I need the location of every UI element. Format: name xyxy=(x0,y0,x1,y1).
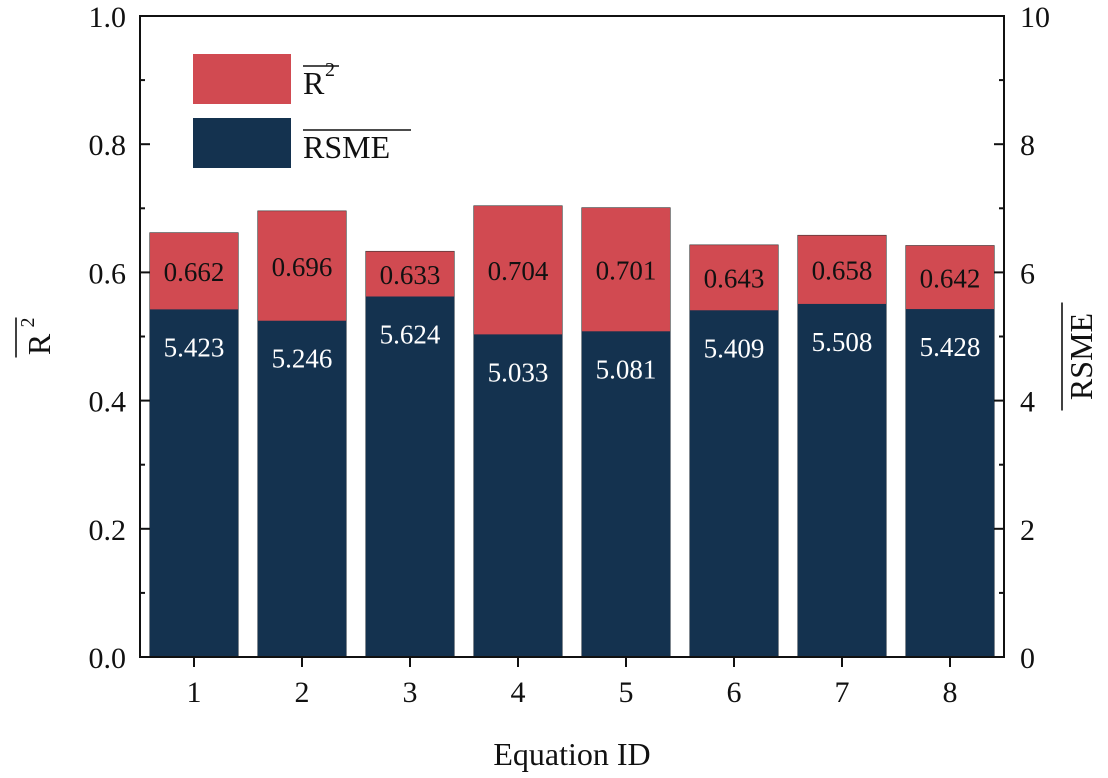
bar-label-rsme-7: 5.508 xyxy=(812,327,873,357)
legend: R 2 RSME xyxy=(193,54,411,168)
bar-rsme-6 xyxy=(689,310,779,657)
bar-label-r2-6: 0.643 xyxy=(704,264,765,294)
legend-swatch-rsme xyxy=(193,118,291,168)
x-tick-label: 7 xyxy=(835,676,850,709)
right-tick-label: 0 xyxy=(1020,642,1035,675)
legend-label-r2: R xyxy=(303,65,325,101)
left-tick-label: 0.4 xyxy=(89,386,127,419)
bar-label-r2-1: 0.662 xyxy=(164,257,225,287)
left-axis-title-superscript: 2 xyxy=(17,318,39,328)
bar-label-rsme-8: 5.428 xyxy=(920,332,981,362)
bar-rsme-3 xyxy=(365,296,455,657)
left-tick-label: 0.6 xyxy=(89,257,127,290)
legend-swatch-r2 xyxy=(193,54,291,104)
left-tick-label: 1.0 xyxy=(89,1,127,34)
bar-rsme-7 xyxy=(797,303,887,657)
bar-label-rsme-4: 5.033 xyxy=(488,357,549,387)
bars-layer xyxy=(149,205,995,658)
left-tick-label: 0.8 xyxy=(89,129,127,162)
right-tick-label: 2 xyxy=(1020,514,1035,547)
right-axis-title-text: RSME xyxy=(1063,313,1099,400)
right-tick-label: 8 xyxy=(1020,129,1035,162)
x-tick-label: 1 xyxy=(187,676,202,709)
left-axis-title: R2 xyxy=(15,317,57,358)
bar-label-rsme-3: 5.624 xyxy=(380,320,441,350)
x-tick-label: 5 xyxy=(619,676,634,709)
bar-label-r2-8: 0.642 xyxy=(920,263,981,293)
bar-label-r2-2: 0.696 xyxy=(272,252,333,282)
bar-label-r2-7: 0.658 xyxy=(812,256,873,286)
bar-label-rsme-5: 5.081 xyxy=(596,354,657,384)
bar-labels-layer: 0.662 5.423 0.696 5.246 0.633 5.624 0.704 5.033… xyxy=(164,252,981,388)
legend-label-rsme: RSME xyxy=(303,129,390,165)
right-tick-label: 6 xyxy=(1020,257,1035,290)
bar-label-r2-5: 0.701 xyxy=(596,255,657,285)
left-axis-title-text: R xyxy=(21,333,57,355)
bar-label-r2-4: 0.704 xyxy=(488,256,549,286)
bar-rsme-2 xyxy=(257,320,347,657)
x-tick-label: 6 xyxy=(727,676,742,709)
right-tick-label: 4 xyxy=(1020,386,1035,419)
x-tick-label: 8 xyxy=(943,676,958,709)
bar-rsme-8 xyxy=(905,309,995,657)
legend-label-superscript: 2 xyxy=(325,59,335,81)
x-axis-title: Equation ID xyxy=(493,736,650,772)
x-tick-label: 4 xyxy=(511,676,526,709)
bar-rsme-5 xyxy=(581,331,671,657)
right-axis-title: RSME xyxy=(1061,302,1099,411)
bar-rsme-4 xyxy=(473,334,563,657)
bar-label-r2-3: 0.633 xyxy=(380,260,441,290)
right-tick-label: 10 xyxy=(1020,1,1050,34)
bar-rsme-1 xyxy=(149,309,239,657)
left-tick-label: 0.2 xyxy=(89,514,127,547)
x-tick-label: 2 xyxy=(295,676,310,709)
left-tick-label: 0.0 xyxy=(89,642,127,675)
x-tick-label: 3 xyxy=(403,676,418,709)
bar-label-rsme-6: 5.409 xyxy=(704,333,765,363)
bar-label-rsme-1: 5.423 xyxy=(164,332,225,362)
bar-label-rsme-2: 5.246 xyxy=(272,344,333,374)
